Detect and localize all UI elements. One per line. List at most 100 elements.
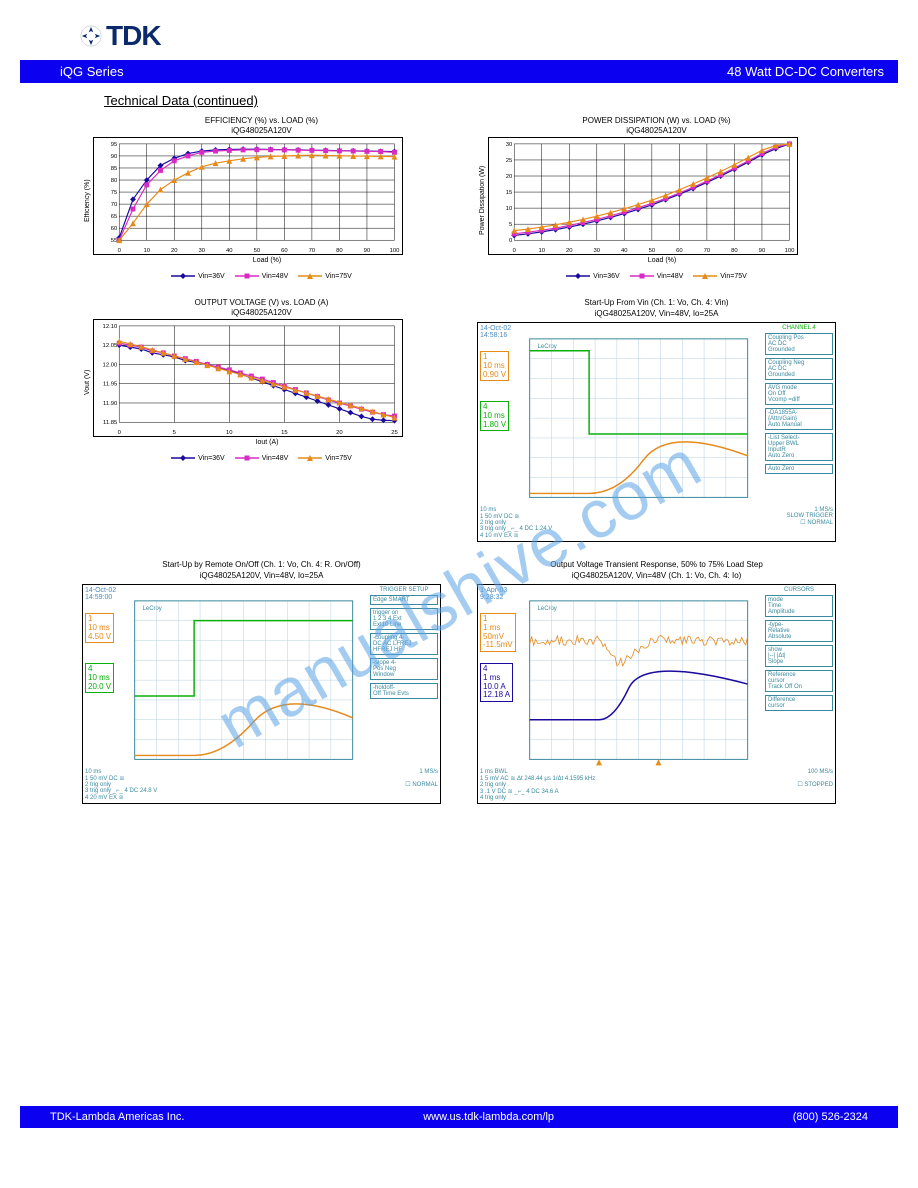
svg-text:LeCroy: LeCroy bbox=[538, 344, 557, 350]
scope-transient: Output Voltage Transient Response, 50% t… bbox=[477, 560, 836, 804]
svg-text:80: 80 bbox=[336, 248, 343, 254]
logo: TDK bbox=[80, 20, 858, 52]
svg-text:100: 100 bbox=[390, 248, 401, 254]
svg-text:20: 20 bbox=[336, 430, 343, 436]
scope-startup-vin: Start-Up From Vin (Ch. 1: Vo, Ch. 4: Vin… bbox=[477, 298, 836, 542]
svg-text:10: 10 bbox=[538, 248, 545, 254]
chart-subtitle: iQG48025A120V bbox=[82, 308, 441, 317]
svg-text:12.00: 12.00 bbox=[103, 362, 118, 368]
svg-text:0: 0 bbox=[509, 238, 513, 244]
chart-title: POWER DISSIPATION (W) vs. LOAD (%) bbox=[477, 116, 836, 125]
header-left: iQG Series bbox=[60, 64, 124, 79]
legend-item: Vin=36V bbox=[566, 272, 620, 280]
svg-text:0: 0 bbox=[118, 430, 122, 436]
svg-text:90: 90 bbox=[111, 154, 118, 160]
chart-legend: Vin=36V Vin=48V Vin=75V bbox=[477, 272, 836, 280]
svg-text:10: 10 bbox=[143, 248, 150, 254]
svg-text:10: 10 bbox=[506, 206, 513, 212]
footer-right: (800) 526-2324 bbox=[793, 1111, 868, 1123]
scope-subtitle: iQG48025A120V, Vin=48V, Io=25A bbox=[82, 571, 441, 580]
svg-text:12.10: 12.10 bbox=[103, 324, 118, 330]
svg-text:30: 30 bbox=[199, 248, 206, 254]
scope-subtitle: iQG48025A120V, Vin=48V, Io=25A bbox=[477, 309, 836, 318]
y-axis-label: Vout (V) bbox=[82, 319, 93, 446]
svg-text:40: 40 bbox=[226, 248, 233, 254]
svg-text:70: 70 bbox=[309, 248, 316, 254]
chart-title: EFFICIENCY (%) vs. LOAD (%) bbox=[82, 116, 441, 125]
svg-text:95: 95 bbox=[111, 142, 118, 148]
svg-text:25: 25 bbox=[391, 430, 398, 436]
svg-text:10: 10 bbox=[226, 430, 233, 436]
chart-svg: 11.8511.9011.9512.0012.0512.100510152025 bbox=[93, 319, 403, 437]
svg-text:90: 90 bbox=[759, 248, 766, 254]
legend-item: Vin=75V bbox=[298, 454, 352, 462]
tdk-mark-icon bbox=[80, 25, 102, 47]
legend-item: Vin=48V bbox=[235, 272, 289, 280]
svg-text:75: 75 bbox=[111, 190, 118, 196]
scope-title: Start-Up by Remote On/Off (Ch. 1: Vo, Ch… bbox=[82, 560, 441, 569]
svg-text:20: 20 bbox=[506, 174, 513, 180]
y-axis-label: Efficiency (%) bbox=[82, 137, 93, 264]
svg-text:90: 90 bbox=[364, 248, 371, 254]
footer-bar: TDK-Lambda Americas Inc. www.us.tdk-lamb… bbox=[20, 1106, 898, 1128]
svg-text:11.90: 11.90 bbox=[103, 401, 118, 407]
svg-text:5: 5 bbox=[173, 430, 177, 436]
svg-text:20: 20 bbox=[566, 248, 573, 254]
logo-text: TDK bbox=[106, 20, 161, 52]
svg-text:60: 60 bbox=[676, 248, 683, 254]
chart-subtitle: iQG48025A120V bbox=[477, 126, 836, 135]
section-title: Technical Data (continued) bbox=[104, 93, 858, 108]
svg-text:50: 50 bbox=[254, 248, 261, 254]
chart-legend: Vin=36V Vin=48V Vin=75V bbox=[82, 272, 441, 280]
svg-text:0: 0 bbox=[513, 248, 517, 254]
legend-item: Vin=36V bbox=[171, 454, 225, 462]
vout-load-chart: OUTPUT VOLTAGE (V) vs. LOAD (A) iQG48025… bbox=[82, 298, 441, 542]
scope-title: Start-Up From Vin (Ch. 1: Vo, Ch. 4: Vin… bbox=[477, 298, 836, 307]
efficiency-chart: EFFICIENCY (%) vs. LOAD (%) iQG48025A120… bbox=[82, 116, 441, 280]
legend-item: Vin=75V bbox=[298, 272, 352, 280]
header-bar: iQG Series 48 Watt DC-DC Converters bbox=[20, 60, 898, 83]
footer-left: TDK-Lambda Americas Inc. bbox=[50, 1111, 185, 1123]
scope-title: Output Voltage Transient Response, 50% t… bbox=[477, 560, 836, 569]
svg-text:70: 70 bbox=[704, 248, 711, 254]
legend-item: Vin=48V bbox=[630, 272, 684, 280]
svg-text:LeCroy: LeCroy bbox=[143, 606, 162, 612]
chart-title: OUTPUT VOLTAGE (V) vs. LOAD (A) bbox=[82, 298, 441, 307]
x-axis-label: Load (%) bbox=[488, 257, 836, 264]
header-right: 48 Watt DC-DC Converters bbox=[727, 64, 884, 79]
footer-center: www.us.tdk-lambda.com/lp bbox=[423, 1111, 554, 1123]
svg-text:70: 70 bbox=[111, 202, 118, 208]
legend-item: Vin=36V bbox=[171, 272, 225, 280]
chart-legend: Vin=36V Vin=48V Vin=75V bbox=[82, 454, 441, 462]
svg-text:11.85: 11.85 bbox=[103, 420, 118, 426]
legend-item: Vin=48V bbox=[235, 454, 289, 462]
svg-text:100: 100 bbox=[785, 248, 796, 254]
svg-text:5: 5 bbox=[509, 222, 513, 228]
svg-text:65: 65 bbox=[111, 214, 118, 220]
svg-text:LeCroy: LeCroy bbox=[538, 606, 557, 612]
legend-item: Vin=75V bbox=[693, 272, 747, 280]
svg-text:30: 30 bbox=[594, 248, 601, 254]
chart-subtitle: iQG48025A120V bbox=[82, 126, 441, 135]
chart-svg: 0 5 10 15 20 25 30 0 10 20 30 40 50 60 70 80 90 100 bbox=[488, 137, 798, 255]
svg-text:15: 15 bbox=[506, 190, 513, 196]
svg-text:60: 60 bbox=[281, 248, 288, 254]
x-axis-label: Iout (A) bbox=[93, 439, 441, 446]
power-dissipation-chart: POWER DISSIPATION (W) vs. LOAD (%) iQG48… bbox=[477, 116, 836, 280]
scope-subtitle: iQG48025A120V, Vin=48V (Ch. 1: Vo, Ch. 4… bbox=[477, 571, 836, 580]
x-axis-label: Load (%) bbox=[93, 257, 441, 264]
svg-text:20: 20 bbox=[171, 248, 178, 254]
y-axis-label: Power Dissipation (W) bbox=[477, 137, 488, 264]
svg-text:40: 40 bbox=[621, 248, 628, 254]
scope-startup-remote: Start-Up by Remote On/Off (Ch. 1: Vo, Ch… bbox=[82, 560, 441, 804]
svg-text:85: 85 bbox=[111, 166, 118, 172]
svg-text:80: 80 bbox=[731, 248, 738, 254]
svg-text:25: 25 bbox=[506, 158, 513, 164]
svg-text:60: 60 bbox=[111, 226, 118, 232]
svg-text:30: 30 bbox=[506, 142, 513, 148]
svg-text:80: 80 bbox=[111, 178, 118, 184]
chart-svg: 5560657075808590950102030405060708090100 bbox=[93, 137, 403, 255]
svg-text:15: 15 bbox=[281, 430, 288, 436]
svg-text:50: 50 bbox=[649, 248, 656, 254]
svg-text:11.95: 11.95 bbox=[103, 382, 118, 388]
